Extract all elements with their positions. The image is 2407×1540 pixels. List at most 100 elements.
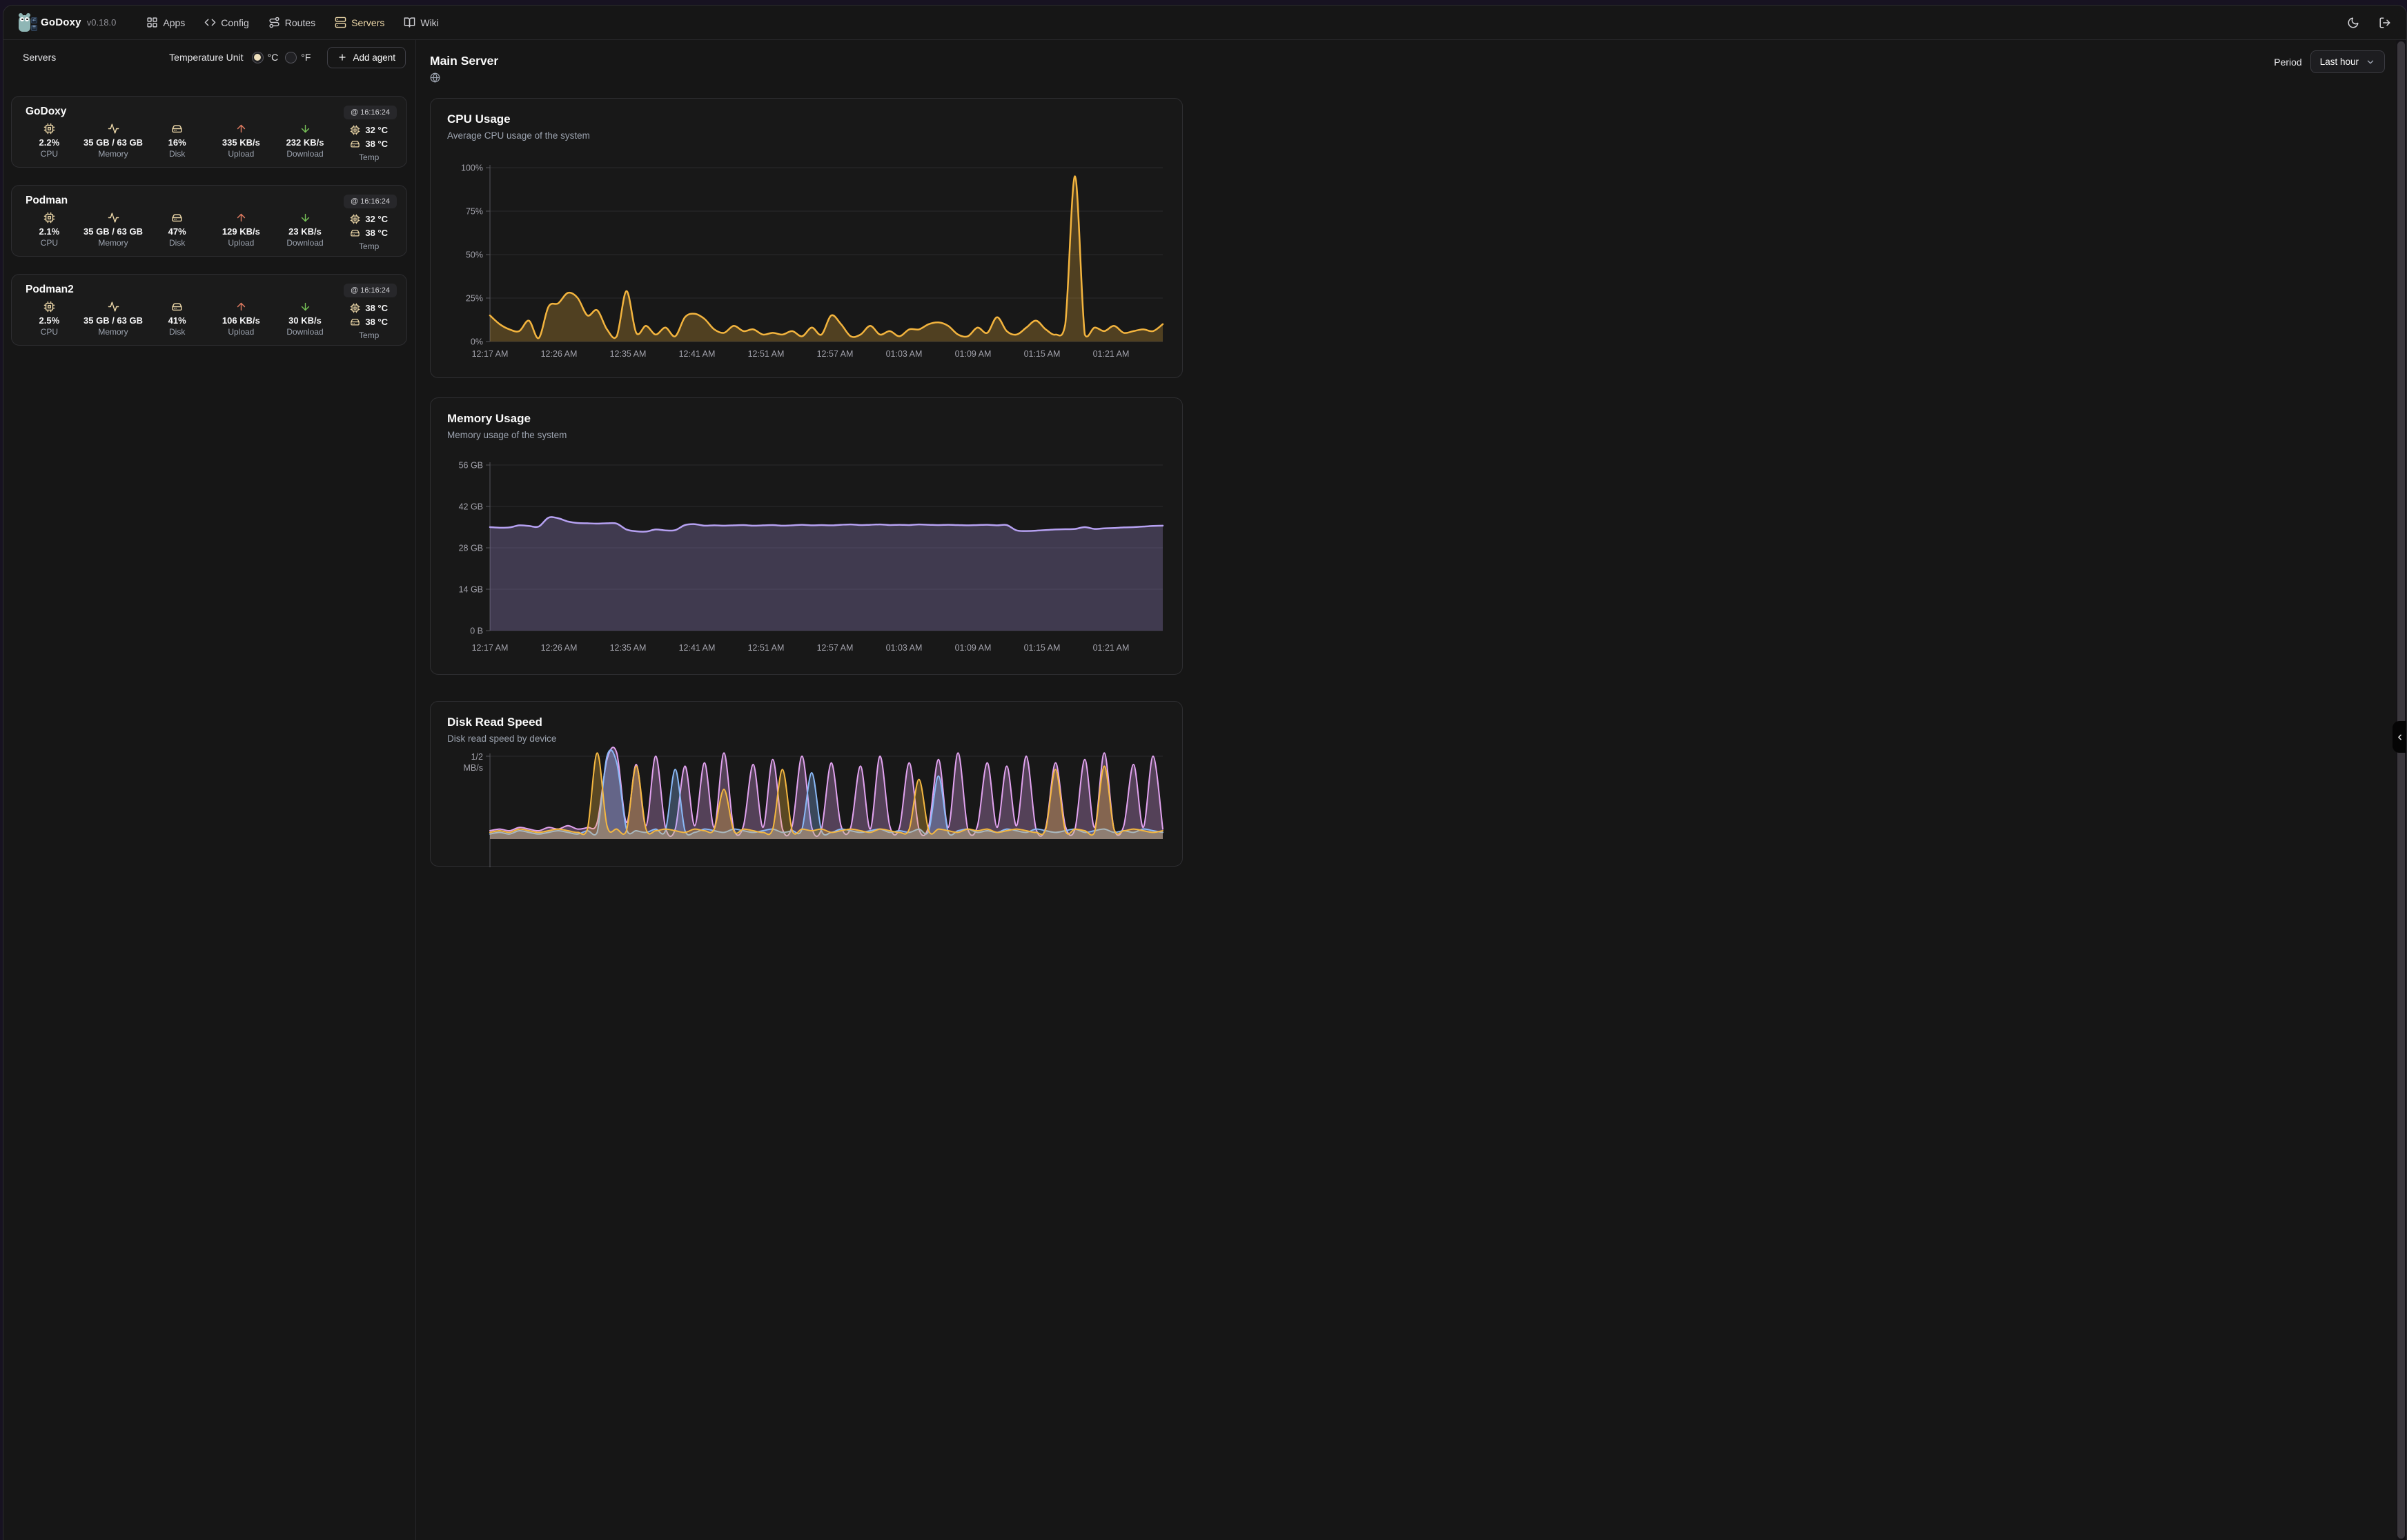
disk-stat: 47% Disk	[145, 212, 209, 251]
logout-icon[interactable]	[2379, 17, 2391, 29]
nav-item-wiki[interactable]: Wiki	[404, 17, 439, 28]
server-card-godoxy[interactable]: GoDoxy @ 16:16:24 2.2% CPU 35 GB / 63 GB	[11, 96, 407, 168]
svg-text:01:03 AM: 01:03 AM	[886, 349, 923, 359]
arrow-up-icon	[235, 301, 247, 313]
svg-text:0%: 0%	[471, 337, 483, 347]
disk-stat: 41% Disk	[145, 301, 209, 340]
server-card-podman2[interactable]: Podman2 @ 16:16:24 2.5% CPU 35 GB / 63 G…	[11, 274, 407, 346]
svg-text:12:17 AM: 12:17 AM	[472, 349, 509, 359]
servers-sidebar: Servers Temperature Unit °C °F Add agent	[3, 40, 416, 1540]
main-area: Main Server Period Last hour CPU Usage A…	[417, 40, 2406, 1540]
last-update-badge: @ 16:16:24	[343, 195, 397, 208]
svg-text:75%: 75%	[466, 207, 483, 217]
svg-text:12:41 AM: 12:41 AM	[679, 643, 716, 653]
svg-text:MB/s: MB/s	[464, 763, 483, 773]
svg-text:42 GB: 42 GB	[459, 502, 483, 512]
temp-stat: 32 °C 38 °C Temp	[337, 123, 401, 162]
cpu-icon	[43, 123, 55, 135]
svg-text:100%: 100%	[461, 164, 483, 173]
celsius-option[interactable]: °C	[251, 51, 278, 63]
plus-icon	[337, 52, 347, 62]
disk-read-speed-chart[interactable]: 1/2MB/s	[431, 702, 1183, 867]
arrow-up-icon	[235, 123, 247, 135]
svg-text:12:17 AM: 12:17 AM	[472, 643, 509, 653]
disk-stat: 16% Disk	[145, 123, 209, 162]
vertical-scrollbar[interactable]	[2396, 40, 2406, 1540]
server-card-list: GoDoxy @ 16:16:24 2.2% CPU 35 GB / 63 GB	[11, 96, 407, 346]
upload-stat: 129 KB/s Upload	[209, 212, 273, 251]
nav-items: Apps Config Routes Servers Wiki	[146, 17, 439, 28]
chart-subtitle: Disk read speed by device	[447, 733, 557, 744]
period-group: Period Last hour	[2274, 50, 2385, 73]
arrow-up-icon	[235, 212, 247, 224]
arrow-down-icon	[299, 301, 311, 313]
activity-icon	[108, 212, 119, 224]
hard-drive-icon	[171, 212, 183, 224]
arrow-down-icon	[299, 123, 311, 135]
moon-icon[interactable]	[2347, 17, 2359, 29]
cpu-icon	[350, 303, 360, 313]
download-stat: 23 KB/s Download	[273, 212, 337, 251]
collapse-panel-handle[interactable]	[2393, 721, 2406, 753]
svg-text:01:21 AM: 01:21 AM	[1093, 349, 1130, 359]
svg-text:56 GB: 56 GB	[459, 461, 483, 471]
svg-text:12:57 AM: 12:57 AM	[817, 643, 854, 653]
cpu-usage-card: CPU Usage Average CPU usage of the syste…	[430, 98, 1183, 378]
chevron-left-icon	[2395, 733, 2404, 742]
memory-usage-chart[interactable]: 56 GB 42 GB 28 GB 14 GB 0 B 12:17 AM 12:26 AM 1…	[431, 398, 1183, 675]
arrow-down-icon	[299, 212, 311, 224]
server-name: GoDoxy	[26, 106, 67, 117]
cpu-stat: 2.2% CPU	[17, 123, 81, 162]
app-panel: ⇄ ☰ GoDoxy v0.18.0 Apps Config Routes Ser…	[3, 5, 2407, 1540]
godoxy-logo-icon: ⇄ ☰	[19, 12, 37, 32]
add-agent-button[interactable]: Add agent	[327, 46, 406, 68]
nav-item-apps[interactable]: Apps	[146, 17, 185, 28]
last-update-badge: @ 16:16:24	[343, 284, 397, 297]
svg-text:12:51 AM: 12:51 AM	[748, 643, 785, 653]
chevron-down-icon	[2366, 57, 2375, 67]
period-label: Period	[2274, 56, 2302, 68]
chart-title: CPU Usage	[447, 112, 511, 126]
code-icon	[204, 17, 216, 28]
svg-text:12:41 AM: 12:41 AM	[679, 349, 716, 359]
disk-read-speed-card: Disk Read Speed Disk read speed by devic…	[430, 701, 1183, 867]
memory-stat: 35 GB / 63 GB Memory	[81, 212, 146, 251]
fahrenheit-option[interactable]: °F	[285, 51, 311, 63]
chart-title: Disk Read Speed	[447, 715, 542, 729]
nav-item-config[interactable]: Config	[204, 17, 249, 28]
memory-stat: 35 GB / 63 GB Memory	[81, 301, 146, 340]
cpu-stat: 2.5% CPU	[17, 301, 81, 340]
memory-stat: 35 GB / 63 GB Memory	[81, 123, 146, 162]
svg-text:14 GB: 14 GB	[459, 585, 483, 595]
cpu-icon	[43, 301, 55, 313]
svg-text:25%: 25%	[466, 294, 483, 304]
navbar: ⇄ ☰ GoDoxy v0.18.0 Apps Config Routes Ser…	[3, 6, 2406, 40]
temperature-unit-group: Temperature Unit °C °F Add agent	[169, 46, 406, 68]
celsius-radio[interactable]	[251, 51, 264, 63]
hard-drive-icon	[171, 123, 183, 135]
chart-subtitle: Memory usage of the system	[447, 430, 567, 440]
server-name: Podman2	[26, 284, 74, 295]
nav-item-servers[interactable]: Servers	[335, 17, 384, 28]
svg-text:01:15 AM: 01:15 AM	[1024, 349, 1061, 359]
globe-icon[interactable]	[430, 72, 440, 83]
memory-usage-card: Memory Usage Memory usage of the system …	[430, 397, 1183, 675]
period-select[interactable]: Last hour	[2310, 50, 2385, 73]
upload-stat: 106 KB/s Upload	[209, 301, 273, 340]
upload-stat: 335 KB/s Upload	[209, 123, 273, 162]
cpu-usage-chart[interactable]: 100% 75% 50% 25% 0% 12:17 AM 12:26 AM 12:35 AM 1…	[431, 99, 1183, 379]
brand[interactable]: ⇄ ☰ GoDoxy v0.18.0	[19, 12, 116, 32]
cpu-icon	[350, 125, 360, 135]
server-card-podman[interactable]: Podman @ 16:16:24 2.1% CPU 35 GB / 63 GB	[11, 185, 407, 257]
fahrenheit-radio[interactable]	[285, 51, 297, 63]
sidebar-header: Servers Temperature Unit °C °F Add agent	[23, 44, 406, 70]
server-icon	[335, 17, 346, 28]
hard-drive-icon	[350, 317, 360, 327]
svg-text:12:35 AM: 12:35 AM	[610, 349, 647, 359]
grid-icon	[146, 17, 158, 28]
nav-item-routes[interactable]: Routes	[268, 17, 315, 28]
hard-drive-icon	[350, 139, 360, 149]
scrollbar-thumb[interactable]	[2397, 41, 2405, 1539]
cpu-stat: 2.1% CPU	[17, 212, 81, 251]
route-icon	[268, 17, 280, 28]
